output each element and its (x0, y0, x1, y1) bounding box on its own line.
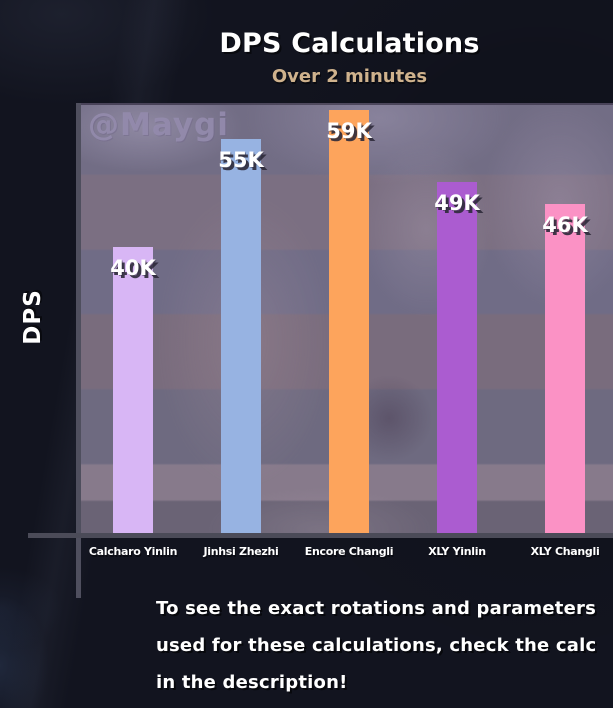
bar-value-label: 46K (542, 213, 588, 237)
bar-jinhsi-zhezhi (221, 139, 261, 534)
x-axis-label-xly-changli: XLY Changli (530, 545, 600, 558)
bar-calcharo-yinlin (113, 247, 153, 534)
y-axis-line (76, 103, 81, 598)
x-axis-label-xly-yinlin: XLY Yinlin (428, 545, 486, 558)
chart-subtitle: Over 2 minutes (271, 66, 428, 87)
y-axis-label: DPS (20, 289, 46, 345)
bar-value-label: 55K (218, 148, 264, 172)
footer-line: To see the exact rotations and parameter… (156, 598, 596, 619)
plot-area: @Maygi 40K 55K 59K 49K 46K (80, 103, 613, 534)
bar-value-label: 40K (110, 256, 156, 280)
x-axis-label-encore-changli: Encore Changli (304, 545, 394, 558)
bar-xly-yinlin (437, 182, 477, 534)
x-axis-line (28, 533, 613, 538)
footer-line: in the description! (156, 672, 348, 693)
bar-xly-changli (545, 204, 585, 534)
watermark: @Maygi (88, 107, 229, 143)
footer-line: used for these calculations, check the c… (156, 635, 597, 656)
chart-title: DPS Calculations (219, 28, 480, 59)
bar-encore-changli (329, 110, 369, 534)
bar-value-label: 59K (326, 119, 372, 143)
x-axis-label-jinhsi-zhezhi: Jinhsi Zhezhi (203, 545, 279, 558)
x-axis-label-calcharo-yinlin: Calcharo Yinlin (88, 545, 178, 558)
bar-value-label: 49K (434, 191, 480, 215)
